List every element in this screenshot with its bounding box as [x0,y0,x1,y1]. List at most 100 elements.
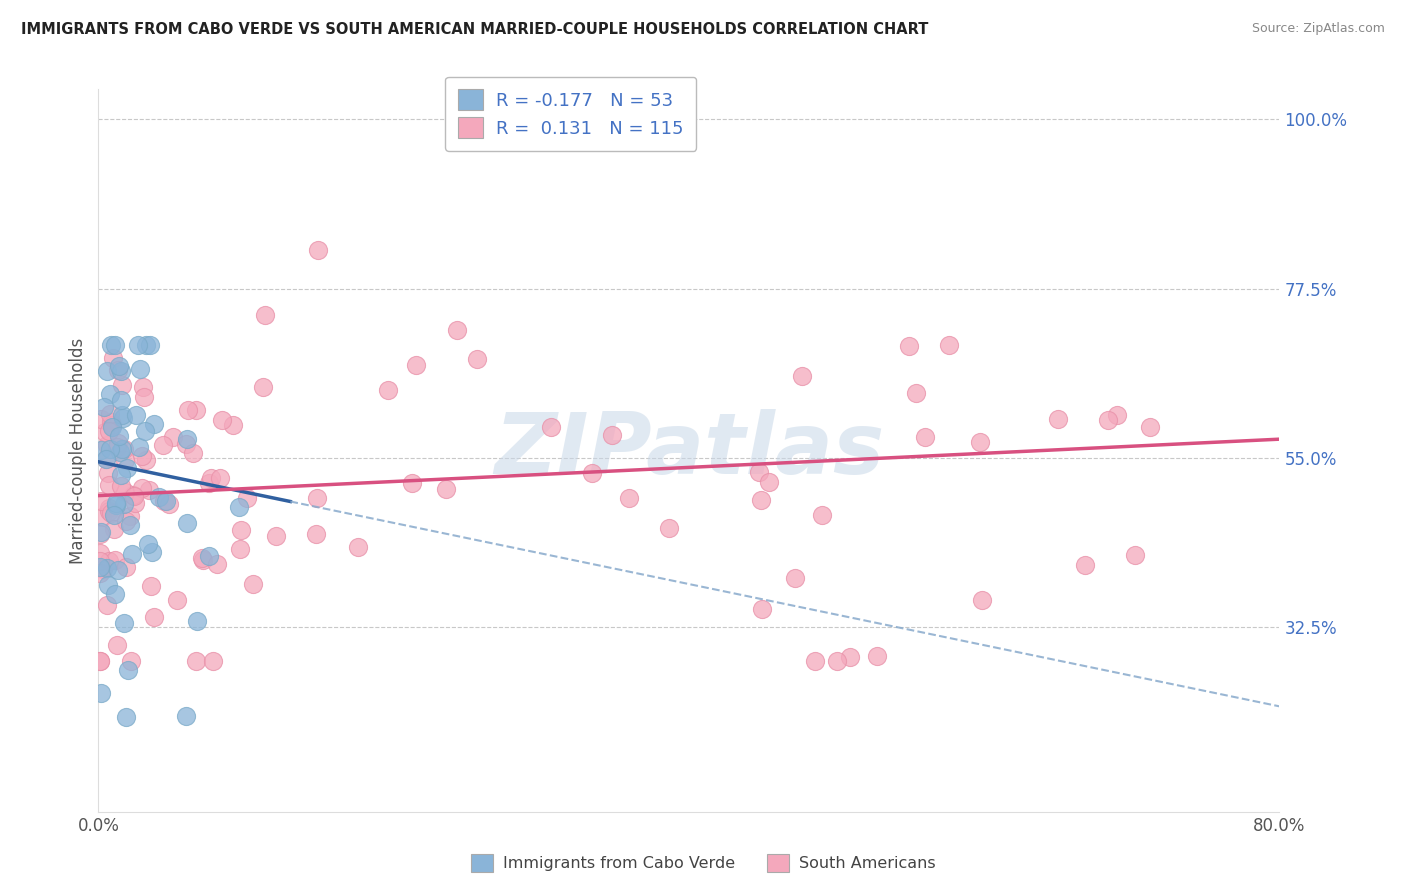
Point [581,466,603,480]
Point [200,471,222,485]
Point [970,592,993,607]
Point [115,460,138,475]
Point [107,359,129,374]
Point [94,452,117,467]
Point [132,390,155,404]
Point [96,598,118,612]
Point [89,654,111,668]
Point [114,710,136,724]
Point [90,443,112,458]
Point [904,386,927,401]
Point [110,479,132,493]
Point [465,351,488,366]
Point [1107,408,1129,422]
Point [105,441,128,455]
Point [112,616,135,631]
Point [446,323,468,337]
Point [118,517,141,532]
Point [176,432,198,446]
Point [97,467,120,481]
Point [89,654,111,668]
Point [120,654,142,668]
Point [98,407,121,421]
Point [96,364,118,378]
Point [751,601,773,615]
Point [153,494,176,508]
Point [758,475,780,490]
Point [114,453,136,467]
Point [254,308,277,322]
Point [129,362,152,376]
Point [132,380,155,394]
Point [897,338,920,352]
Point [193,553,215,567]
Point [100,338,122,352]
Point [89,527,111,541]
Point [783,571,806,585]
Text: IMMIGRANTS FROM CABO VERDE VS SOUTH AMERICAN MARRIED-COUPLE HOUSEHOLDS CORRELATI: IMMIGRANTS FROM CABO VERDE VS SOUTH AMER… [21,22,928,37]
Point [120,508,142,523]
Point [229,524,252,538]
Point [104,496,127,510]
Point [100,506,122,520]
Point [307,244,329,258]
Point [101,417,124,432]
Point [191,551,214,566]
Point [174,436,197,450]
Point [157,497,180,511]
Point [229,542,252,557]
Point [90,494,112,508]
Point [540,420,562,434]
Point [264,529,287,543]
Point [305,526,328,541]
Point [101,419,124,434]
Point [107,563,129,577]
Legend: R = -0.177   N = 53, R =  0.131   N = 115: R = -0.177 N = 53, R = 0.131 N = 115 [446,77,696,151]
Point [658,521,681,535]
Point [124,408,146,422]
Point [619,491,641,505]
Point [235,491,257,505]
Point [141,545,163,559]
Point [969,435,991,450]
Point [94,452,117,467]
Point [98,425,121,439]
Point [98,442,121,456]
Y-axis label: Married-couple Households: Married-couple Households [69,337,87,564]
Point [347,541,370,555]
Point [377,383,399,397]
Point [107,435,129,450]
Point [176,516,198,530]
Point [105,638,128,652]
Point [143,610,166,624]
Point [181,446,204,460]
Point [107,363,129,377]
Point [96,438,118,452]
Point [184,654,207,668]
Point [135,338,157,352]
Point [112,442,135,456]
Point [90,412,112,426]
Point [117,663,139,677]
Point [838,649,860,664]
Point [166,592,188,607]
Point [128,441,150,455]
Point [252,379,274,393]
Point [810,508,832,523]
Point [155,494,177,508]
Point [143,417,166,431]
Point [131,481,153,495]
Point [138,483,160,498]
Point [790,369,813,384]
Point [115,514,138,528]
Point [112,410,135,425]
Point [111,408,134,422]
Point [94,425,117,440]
Point [865,648,887,663]
Point [104,552,127,566]
Point [89,566,111,580]
Point [104,338,127,352]
Point [804,654,827,668]
Point [914,430,936,444]
Point [305,491,328,506]
